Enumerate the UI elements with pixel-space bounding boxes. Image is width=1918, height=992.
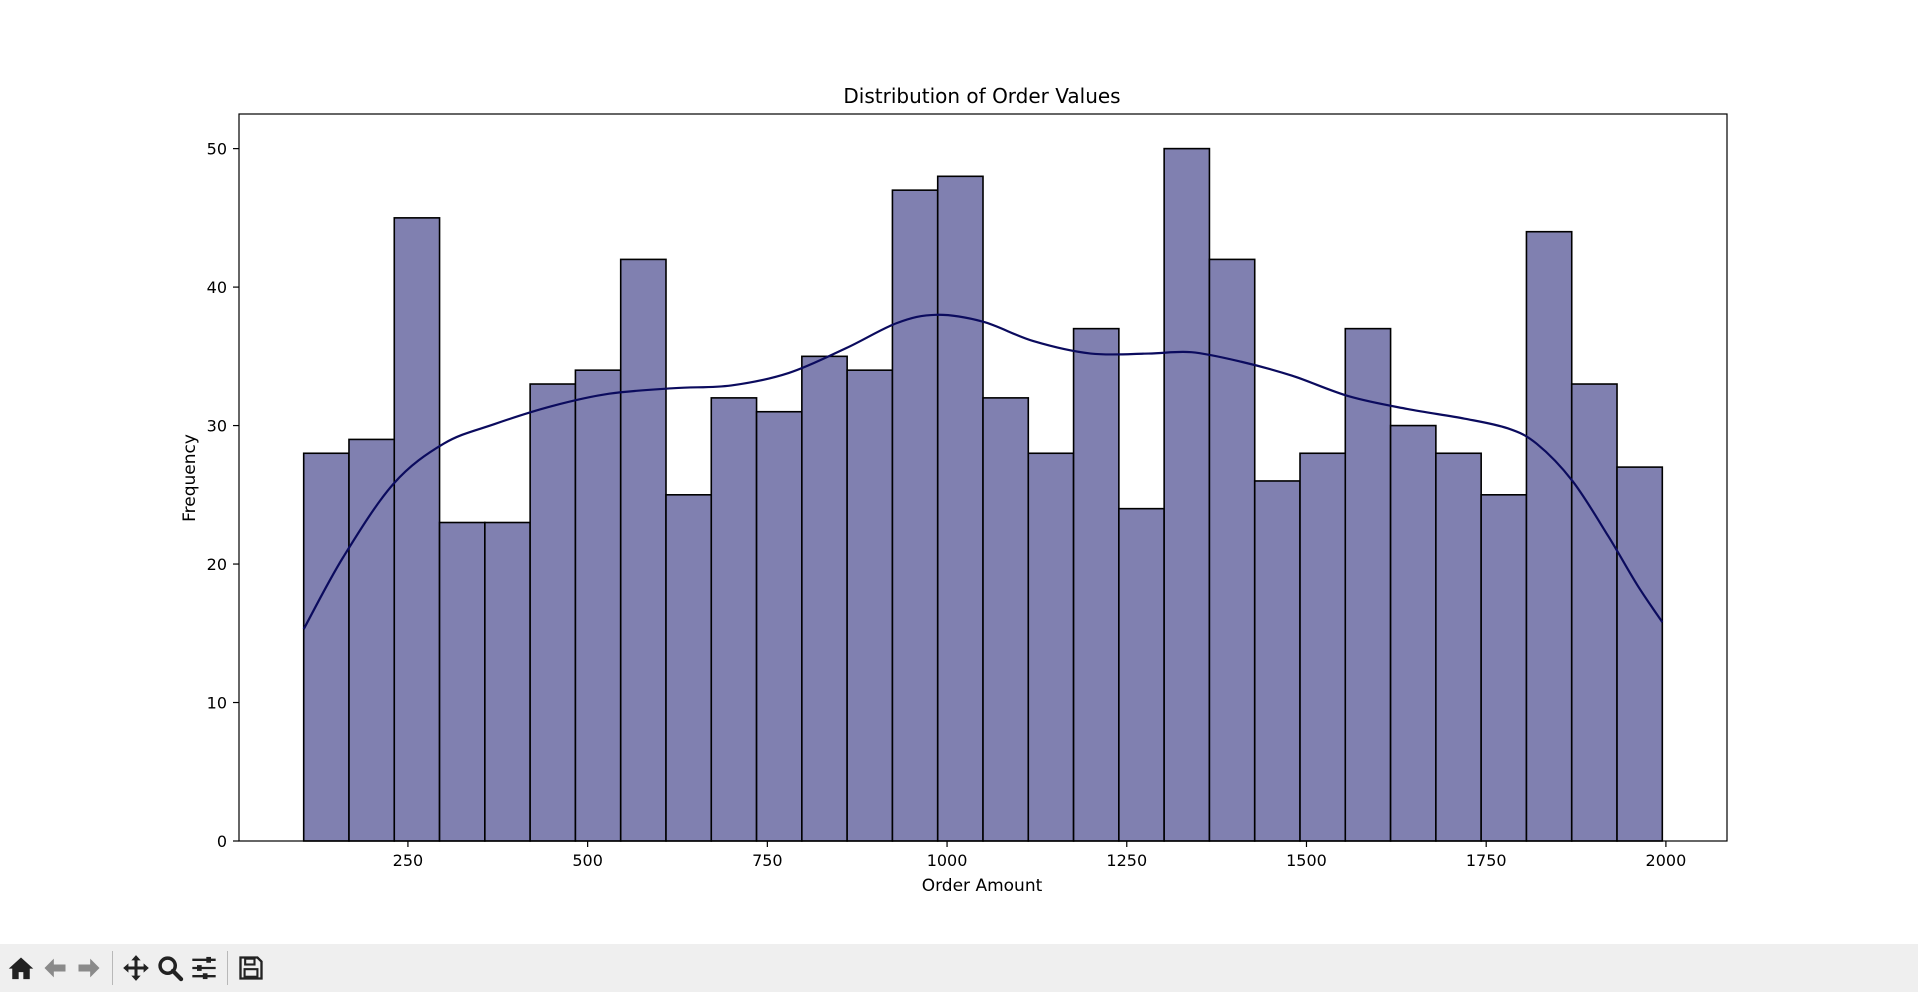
histogram-bar — [348, 438, 396, 842]
back-button[interactable] — [38, 948, 72, 988]
histogram-bar — [1118, 507, 1165, 842]
x-tick-label: 1250 — [1106, 851, 1147, 870]
navigation-toolbar — [0, 944, 1918, 992]
histogram-bar — [846, 369, 894, 842]
x-axis-ticks: 250 500 750 1000 1250 1500 1750 2000 — [393, 841, 1687, 870]
histogram-bar — [755, 410, 803, 842]
histogram-bar — [484, 521, 531, 842]
histogram-bar — [1570, 383, 1618, 842]
zoom-button[interactable] — [153, 948, 187, 988]
kde-line — [302, 313, 1664, 630]
chart-title: Distribution of Order Values — [843, 84, 1120, 108]
zoom-icon — [158, 956, 184, 982]
y-tick-label: 0 — [217, 832, 227, 851]
y-tick-label: 30 — [207, 417, 227, 436]
histogram-bar — [710, 397, 758, 842]
home-icon — [8, 957, 34, 980]
forward-icon — [78, 958, 100, 978]
histogram-bar — [393, 217, 441, 842]
histogram-chart: Distribution of Order Values 250 500 750 10… — [180, 84, 1728, 896]
x-tick-label: 1000 — [927, 851, 968, 870]
x-tick-label: 500 — [572, 851, 603, 870]
histogram-bar — [1616, 466, 1664, 842]
back-icon — [44, 958, 66, 978]
histogram-bar — [619, 258, 667, 842]
x-tick-label: 2000 — [1646, 851, 1687, 870]
histogram-bar — [1480, 494, 1528, 842]
y-axis-label: Frequency — [180, 434, 200, 522]
histogram-bar — [665, 494, 713, 842]
histogram-bar — [936, 175, 984, 842]
y-tick-label: 40 — [207, 278, 227, 297]
histogram-bar — [1389, 424, 1437, 842]
configure-button[interactable] — [187, 948, 221, 988]
histogram-bar — [1027, 452, 1075, 842]
x-tick-label: 750 — [752, 851, 783, 870]
forward-button[interactable] — [72, 948, 106, 988]
figure: Distribution of Order Values 250 500 750 10… — [180, 84, 1728, 896]
histogram-bar — [574, 369, 622, 842]
x-axis-label: Order Amount — [922, 876, 1043, 896]
x-tick-label: 1500 — [1286, 851, 1327, 870]
histogram-bar — [801, 355, 848, 842]
save-icon — [239, 956, 263, 980]
y-tick-label: 10 — [207, 694, 227, 713]
configure-icon — [192, 956, 216, 980]
histogram-bar — [302, 452, 350, 842]
histogram-bar — [438, 521, 486, 842]
pan-icon — [123, 955, 149, 981]
bars-group — [302, 147, 1664, 842]
histogram-bar — [1299, 452, 1347, 842]
histogram-bar — [1072, 327, 1120, 842]
histogram-bar — [1253, 480, 1301, 842]
plot-frame — [238, 113, 1728, 842]
histogram-bar — [1344, 327, 1392, 842]
save-button[interactable] — [234, 948, 268, 988]
y-tick-label: 50 — [207, 140, 227, 159]
histogram-bar — [1208, 258, 1256, 842]
pan-button[interactable] — [119, 948, 153, 988]
y-axis-ticks: 0 10 20 30 40 50 — [207, 140, 239, 851]
histogram-bar — [1163, 147, 1211, 842]
toolbar-separator — [227, 951, 228, 985]
home-button[interactable] — [4, 948, 38, 988]
histogram-bar — [1525, 230, 1573, 842]
histogram-bar — [982, 397, 1030, 842]
histogram-bar — [529, 383, 577, 842]
y-tick-label: 20 — [207, 555, 227, 574]
x-tick-label: 250 — [393, 851, 424, 870]
toolbar-separator — [112, 951, 113, 985]
x-tick-label: 1750 — [1466, 851, 1507, 870]
histogram-bar — [1435, 452, 1482, 842]
histogram-bar — [891, 189, 939, 842]
